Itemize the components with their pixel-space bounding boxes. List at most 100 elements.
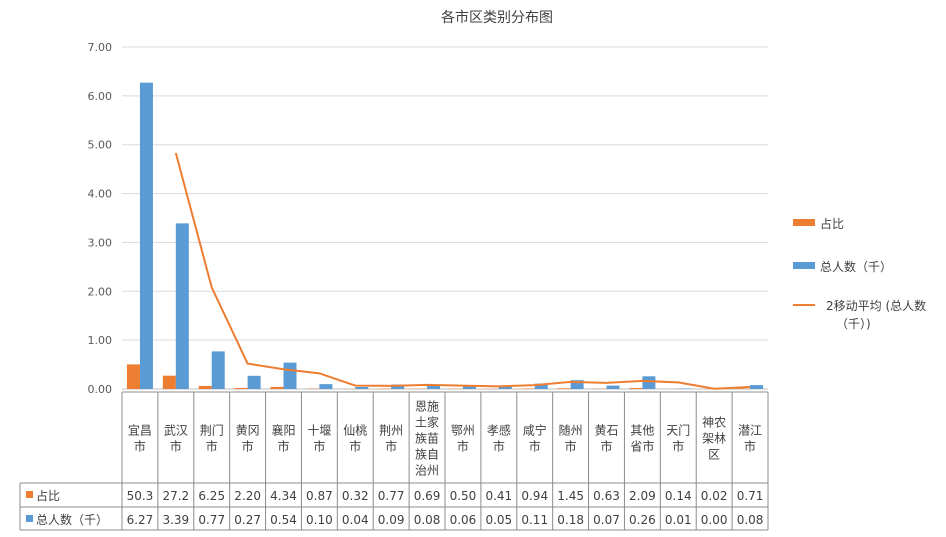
table-cell: 2.20: [234, 489, 261, 503]
category-label: 黄石: [594, 424, 618, 438]
legend-swatch-trendline: [793, 304, 815, 306]
y-tick-label: 5.00: [88, 139, 113, 152]
category-label: 市: [529, 439, 541, 454]
bar-share: [629, 387, 643, 389]
y-tick-label: 7.00: [88, 41, 113, 54]
category-label: 潜江: [738, 424, 762, 438]
table-cell: 0.01: [665, 513, 692, 527]
bar-share: [270, 386, 284, 389]
y-tick-label: 1.00: [88, 334, 113, 347]
category-label: 族苗: [415, 432, 439, 446]
category-label: 省市: [630, 439, 654, 454]
table-cell: 0.77: [198, 513, 225, 527]
category-label: 荆州: [379, 424, 403, 438]
category-label: 荆门: [200, 423, 224, 438]
y-tick-label: 4.00: [88, 188, 113, 201]
bar-total: [462, 386, 476, 389]
table-cell: 2.09: [629, 489, 656, 503]
category-label: 襄阳: [271, 423, 295, 438]
y-tick-label: 6.00: [88, 90, 113, 103]
category-label: 其他: [630, 424, 654, 438]
table-cell: 0.07: [593, 513, 620, 527]
bar-share: [234, 387, 248, 389]
table-cell: 0.05: [485, 513, 512, 527]
category-label: 市: [493, 439, 505, 454]
bar-total: [498, 386, 512, 389]
category-label: 黄冈: [236, 424, 260, 438]
table-cell: 0.87: [306, 489, 333, 503]
table-cell: 0.11: [521, 513, 548, 527]
category-label: 市: [134, 439, 146, 454]
legend-label-total: 总人数（千）: [820, 260, 893, 274]
category-label: 宜昌: [128, 423, 152, 438]
bar-total: [606, 385, 620, 389]
bar-total: [534, 383, 548, 389]
category-label: 市: [457, 439, 469, 454]
category-label: 族自: [415, 448, 439, 462]
bar-total: [391, 384, 405, 389]
category-label: 市: [600, 439, 612, 454]
table-cell: 0.63: [593, 489, 620, 503]
table-legend-swatch: [26, 491, 33, 498]
table-cell: 50.3: [127, 489, 154, 503]
category-label: 市: [277, 439, 289, 454]
category-label: 市: [744, 439, 756, 454]
legend-swatch-total: [793, 262, 815, 269]
legend-label-share: 占比: [820, 217, 845, 231]
table-cell: 0.02: [701, 489, 728, 503]
category-label: 恩施: [415, 400, 439, 414]
bar-total: [642, 376, 656, 389]
chart-title: 各市区类别分布图: [441, 9, 553, 26]
bar-total: [283, 362, 297, 389]
table-cell: 3.39: [162, 513, 189, 527]
category-label: 咸宁: [523, 423, 547, 438]
table-row-label: 总人数（千）: [36, 512, 108, 527]
table-cell: 0.50: [450, 489, 477, 503]
category-label: 架林: [702, 432, 726, 446]
table-cell: 0.08: [414, 513, 441, 527]
table-cell: 0.26: [629, 513, 656, 527]
category-label: 市: [206, 439, 218, 454]
table-cell: 0.54: [270, 513, 297, 527]
category-label: 市: [672, 439, 684, 454]
table-cell: 0.10: [306, 513, 333, 527]
category-label: 武汉: [164, 424, 188, 438]
category-label: 十堰: [307, 424, 331, 438]
bar-total: [175, 223, 189, 389]
table-cell: 0.71: [737, 489, 764, 503]
table-cell: 0.08: [737, 513, 764, 527]
category-label: 天门: [666, 423, 690, 438]
bar-share: [162, 375, 176, 389]
category-label: 市: [170, 439, 182, 454]
table-cell: 27.2: [162, 489, 189, 503]
table-cell: 0.69: [414, 489, 441, 503]
table-cell: 6.25: [198, 489, 225, 503]
table-cell: 0.14: [665, 489, 692, 503]
legend-label-trendline-1: 2移动平均 (总人数: [826, 299, 927, 313]
category-label: 市: [385, 439, 397, 454]
y-tick-label: 2.00: [88, 285, 113, 298]
bar-total: [139, 82, 153, 389]
category-label: 区: [708, 448, 720, 462]
category-label: 市: [313, 439, 325, 454]
bar-total: [570, 380, 584, 389]
bar-total: [355, 387, 369, 389]
category-label: 市: [349, 439, 361, 454]
table-cell: 0.09: [378, 513, 405, 527]
table-row-label: 占比: [36, 488, 60, 503]
bar-total: [319, 384, 333, 389]
table-cell: 0.27: [234, 513, 261, 527]
category-label: 市: [242, 439, 254, 454]
table-cell: 0.41: [485, 489, 512, 503]
y-tick-label: 3.00: [88, 236, 113, 249]
table-cell: 0.06: [450, 513, 477, 527]
table-cell: 0.32: [342, 489, 369, 503]
table-cell: 1.45: [557, 489, 584, 503]
category-label: 治州: [415, 464, 439, 478]
category-label: 鄂州: [451, 424, 475, 438]
table-cell: 0.94: [521, 489, 548, 503]
bar-total: [247, 375, 261, 389]
category-label: 仙桃: [343, 423, 367, 438]
